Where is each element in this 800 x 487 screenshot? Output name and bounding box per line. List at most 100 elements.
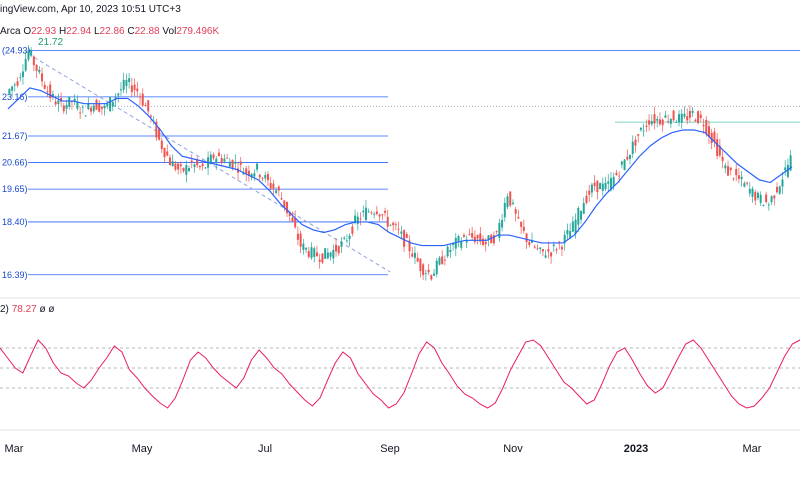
candle-body xyxy=(321,253,324,263)
time-axis: Mar May Jul Sep Nov 2023 Mar xyxy=(5,443,762,455)
candle-body xyxy=(427,269,430,273)
candle-body xyxy=(24,59,27,71)
candle-body xyxy=(32,56,35,66)
candle-body xyxy=(498,222,501,238)
candle-body xyxy=(539,247,542,249)
candle-body xyxy=(541,249,544,252)
candle-body xyxy=(672,110,675,121)
candle-body xyxy=(326,252,329,259)
candle-body xyxy=(680,113,683,123)
candle-body xyxy=(555,249,558,251)
source-line: ingView.com, Apr 10, 2023 10:51 UTC+3 xyxy=(0,4,181,15)
candle-body xyxy=(762,204,765,207)
candle-body xyxy=(234,161,237,164)
candle-body xyxy=(245,168,248,174)
candle-body xyxy=(473,236,476,242)
close-label: C xyxy=(127,26,135,37)
candle-body xyxy=(288,211,291,217)
candle-body xyxy=(441,256,444,265)
close-value: 22.88 xyxy=(134,26,160,37)
candle-body xyxy=(525,233,528,242)
candle-body xyxy=(299,233,302,247)
candle-body xyxy=(650,120,653,125)
candle-body xyxy=(163,147,166,158)
ma-legend: 21.72 xyxy=(38,37,63,48)
candle-body xyxy=(291,217,294,222)
candle-body xyxy=(57,100,60,105)
x-tick-label: Sep xyxy=(380,443,400,455)
candle-body xyxy=(198,166,201,168)
candle-body xyxy=(596,180,599,192)
candle-body xyxy=(226,157,229,159)
candle-body xyxy=(141,93,144,106)
candle-body xyxy=(623,159,626,170)
ohlc-legend: Arca O22.93 H22.94 L22.86 C22.88 Vol279.… xyxy=(0,26,219,37)
rsi-legend: 2) 78.27 ø ø xyxy=(0,304,55,315)
candle-body xyxy=(430,275,433,280)
candle-body xyxy=(272,183,275,189)
candle-body xyxy=(403,230,406,247)
candle-body xyxy=(223,158,226,162)
candle-body xyxy=(155,121,158,138)
low-label: L xyxy=(93,26,100,37)
candle-body xyxy=(544,255,547,258)
candle-body xyxy=(642,130,645,132)
x-tick-label: 2023 xyxy=(624,443,648,455)
candle-body xyxy=(364,207,367,221)
candle-body xyxy=(479,233,482,242)
candle-body xyxy=(577,207,580,225)
candle-body xyxy=(786,165,789,177)
candle-body xyxy=(721,156,724,161)
candle-body xyxy=(160,140,163,150)
candle-body xyxy=(294,217,297,228)
candle-body xyxy=(275,190,278,193)
candle-body xyxy=(122,79,125,90)
candle-body xyxy=(615,172,618,176)
rsi-extra: ø ø xyxy=(39,304,55,315)
candle-body xyxy=(76,102,79,109)
candle-body xyxy=(639,127,642,130)
candle-body xyxy=(348,235,351,240)
candle-body xyxy=(718,145,721,156)
candle-body xyxy=(343,237,346,239)
candle-body xyxy=(212,154,215,159)
candle-body xyxy=(370,212,373,214)
candle-body xyxy=(781,179,784,187)
candle-body xyxy=(765,194,768,202)
candle-body xyxy=(109,97,112,112)
candle-body xyxy=(345,240,348,242)
candle-body xyxy=(185,165,188,175)
low-value: 22.86 xyxy=(99,26,125,37)
candle-body xyxy=(454,237,457,249)
candle-body xyxy=(215,158,218,163)
candle-body xyxy=(487,235,490,240)
candle-body xyxy=(776,186,779,193)
candle-body xyxy=(335,244,338,252)
candle-body xyxy=(658,119,661,125)
candle-body xyxy=(424,273,427,274)
candle-body xyxy=(506,196,509,208)
candle-body xyxy=(8,89,11,94)
candle-body xyxy=(166,151,169,156)
candle-body xyxy=(337,246,340,254)
candle-body xyxy=(280,198,283,200)
fib-level-label: (24.93) xyxy=(2,45,31,55)
candle-body xyxy=(315,252,318,257)
candle-body xyxy=(664,115,667,118)
candle-body xyxy=(604,182,607,190)
candle-body xyxy=(324,248,327,259)
candle-body xyxy=(433,273,436,276)
candle-body xyxy=(678,114,681,123)
candle-body xyxy=(675,122,678,124)
candle-body xyxy=(397,228,400,230)
candle-body xyxy=(737,175,740,179)
ma-value: 21.72 xyxy=(38,37,64,48)
candle-body xyxy=(21,71,24,78)
candle-body xyxy=(536,248,539,250)
volume-value: 279.496K xyxy=(176,26,220,37)
source-text: ingView.com, Apr 10, 2023 10:51 UTC+3 xyxy=(0,4,181,15)
candle-body xyxy=(476,235,479,239)
candle-body xyxy=(688,110,691,118)
candle-body xyxy=(269,182,272,189)
candle-body xyxy=(550,252,553,257)
